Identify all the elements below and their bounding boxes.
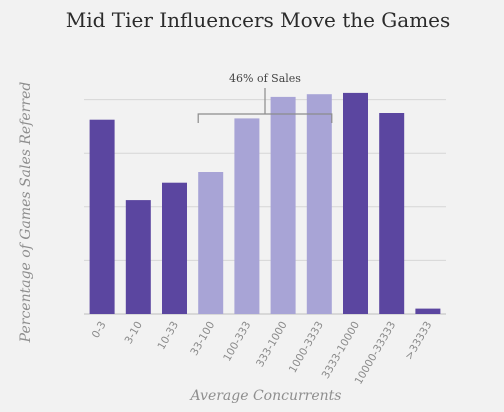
- x-tick-label: 100-333: [221, 320, 253, 364]
- x-tick-label: 333-1000: [254, 320, 290, 370]
- bar: [89, 119, 115, 314]
- x-tick-label: 33-100: [188, 320, 217, 358]
- x-tick-labels: 0-3 3-10 10-33 33-100 100-333 333-10001000-33…: [90, 320, 435, 387]
- bar: [415, 308, 441, 314]
- y-axis-label: Percentage of Games Sales Referred: [18, 82, 34, 344]
- bar: [306, 94, 332, 314]
- chart-title: Mid Tier Influencers Move the Games: [66, 8, 451, 32]
- x-tick-label: 3-10: [123, 320, 145, 347]
- x-tick-label: 1000-3333: [287, 320, 326, 376]
- bar: [234, 118, 260, 315]
- x-tick-label: 0-3: [90, 320, 109, 341]
- annotation-bracket: 46% of Sales: [197, 72, 333, 123]
- annotation-label: 46% of Sales: [229, 72, 301, 85]
- bar: [270, 96, 296, 315]
- x-tick-label: 3333-10000: [320, 320, 362, 381]
- bar: [379, 113, 405, 314]
- bar: [162, 182, 187, 314]
- x-tick-label: >33333: [403, 320, 434, 363]
- x-tick-label: 10-33: [155, 320, 181, 352]
- bar: [125, 200, 151, 314]
- bar: [343, 92, 368, 315]
- bracket-line: [197, 88, 333, 123]
- x-axis-label: Average Concurrents: [189, 388, 342, 404]
- bars: [89, 92, 441, 315]
- bar: [198, 172, 224, 314]
